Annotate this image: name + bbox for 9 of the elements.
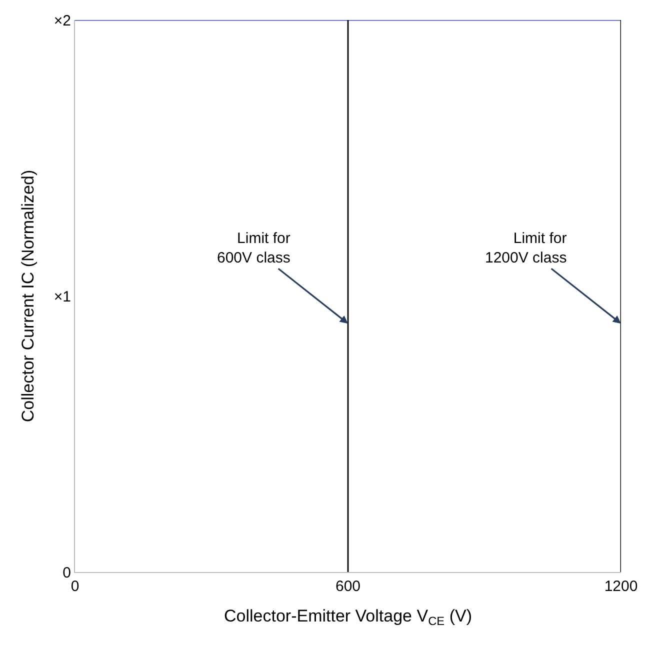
y-tick-label: ×1 [54, 288, 71, 306]
y-tick-label: ×2 [54, 12, 71, 30]
x-tick-label: 1200 [604, 578, 638, 595]
x-tick-label: 600 [335, 578, 361, 595]
annotation: Limit for 1200V class [485, 230, 567, 266]
x-axis-title: Collector-Emitter Voltage V$_{CE}$ (V) [224, 606, 472, 628]
y-tick-label: 0 [62, 564, 71, 582]
annotation: Limit for 600V class [217, 230, 290, 266]
y-axis-title: Collector Current IC (Normalized) [18, 170, 38, 422]
